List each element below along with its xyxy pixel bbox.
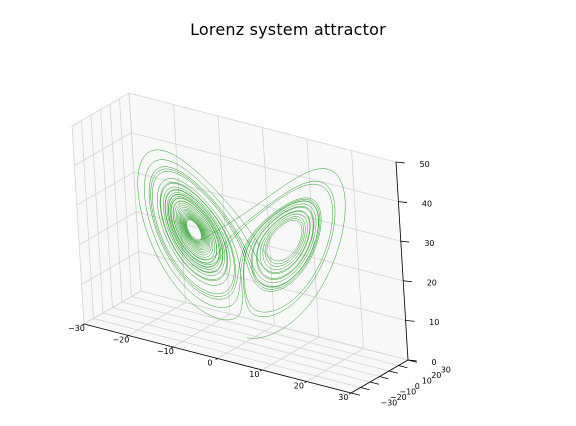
x-tick-mark (170, 346, 174, 349)
grid-line-z-back (131, 132, 399, 202)
y-tick-label: 0 (415, 382, 420, 391)
grid-line-y-side (128, 92, 142, 292)
z-tick-mark (403, 280, 412, 283)
grid-line-z-side (81, 251, 139, 285)
x-tick-label: 30 (338, 393, 348, 402)
grid-line-z-side (74, 132, 132, 166)
grid-line-y-side (109, 103, 123, 303)
y-tick-label: 20 (431, 371, 441, 380)
z-tick-label: 0 (432, 358, 437, 367)
z-tick-mark (407, 359, 417, 362)
x-tick-mark (126, 335, 129, 337)
grid-line-z-back (138, 251, 406, 321)
lorenz-trajectory-line (137, 149, 346, 339)
x-tick-label: 10 (249, 370, 259, 379)
z-tick-mark (400, 240, 410, 243)
x-tick-mark (348, 392, 352, 395)
tick-label-group: −30−20−100102030−30−20−10010203001020304… (68, 160, 451, 407)
z-tick-label: 40 (422, 199, 432, 208)
grid-group (71, 92, 409, 394)
x-tick-mark (259, 369, 263, 372)
x-tick-label: 0 (207, 358, 212, 367)
z-tick-mark (395, 161, 405, 164)
y-tick-label: 10 (422, 376, 432, 385)
x-tick-label: 20 (294, 381, 304, 390)
x-tick-label: −30 (68, 324, 85, 333)
y-tick-label: −10 (399, 387, 416, 396)
chart-title: Lorenz system attractor (190, 20, 386, 39)
x-tick-mark (304, 381, 307, 383)
trajectory-group (137, 149, 346, 339)
grid-line-z-back (128, 92, 397, 163)
grid-line-z-side (83, 290, 142, 325)
x-tick-label: −20 (112, 335, 129, 344)
z-tick-label: 30 (424, 239, 434, 248)
grid-line-x-back (262, 127, 275, 326)
grid-line-z-back (140, 290, 409, 361)
grid-line-y-floor (131, 296, 399, 366)
y-tick-mark (360, 387, 370, 391)
z-tick-label: 10 (429, 318, 439, 327)
grid-line-y-side (100, 109, 113, 308)
x-tick-label: −10 (157, 347, 174, 356)
axis-group (81, 161, 418, 396)
grid-line-y-floor (102, 312, 371, 383)
grid-line-z-side (76, 171, 135, 206)
grid-line-y-floor (93, 318, 361, 388)
y-tick-mark (369, 381, 380, 385)
y-tick-label: −20 (390, 393, 407, 402)
y-tick-label: 30 (441, 365, 451, 374)
grid-line-y-side (71, 125, 85, 325)
z-tick-label: 20 (427, 279, 437, 288)
grid-line-y-floor (112, 307, 380, 377)
grid-line-y-side (119, 98, 132, 297)
z-tick-mark (398, 201, 408, 203)
y-tick-mark (388, 370, 399, 374)
grid-line-x-back (351, 150, 364, 349)
grid-line-y-side (90, 114, 104, 314)
y-tick-mark (350, 392, 361, 396)
grid-line-y-side (81, 120, 94, 319)
z-tick-label: 50 (420, 160, 430, 169)
x-tick-mark (81, 323, 85, 326)
y-tick-label: −30 (380, 398, 397, 407)
grid-line-y-floor (121, 301, 390, 372)
grid-line-z-side (71, 92, 130, 127)
grid-line-z-side (78, 211, 137, 246)
z-axis-line (395, 161, 409, 361)
y-tick-mark (379, 376, 389, 380)
grid-line-z-back (136, 211, 404, 282)
grid-line-x-back (217, 115, 231, 315)
y-tick-mark (398, 365, 408, 369)
grid-line-x-back (173, 104, 186, 303)
x-tick-mark (215, 358, 218, 360)
z-tick-mark (405, 320, 415, 322)
grid-line-x-back (306, 138, 320, 338)
